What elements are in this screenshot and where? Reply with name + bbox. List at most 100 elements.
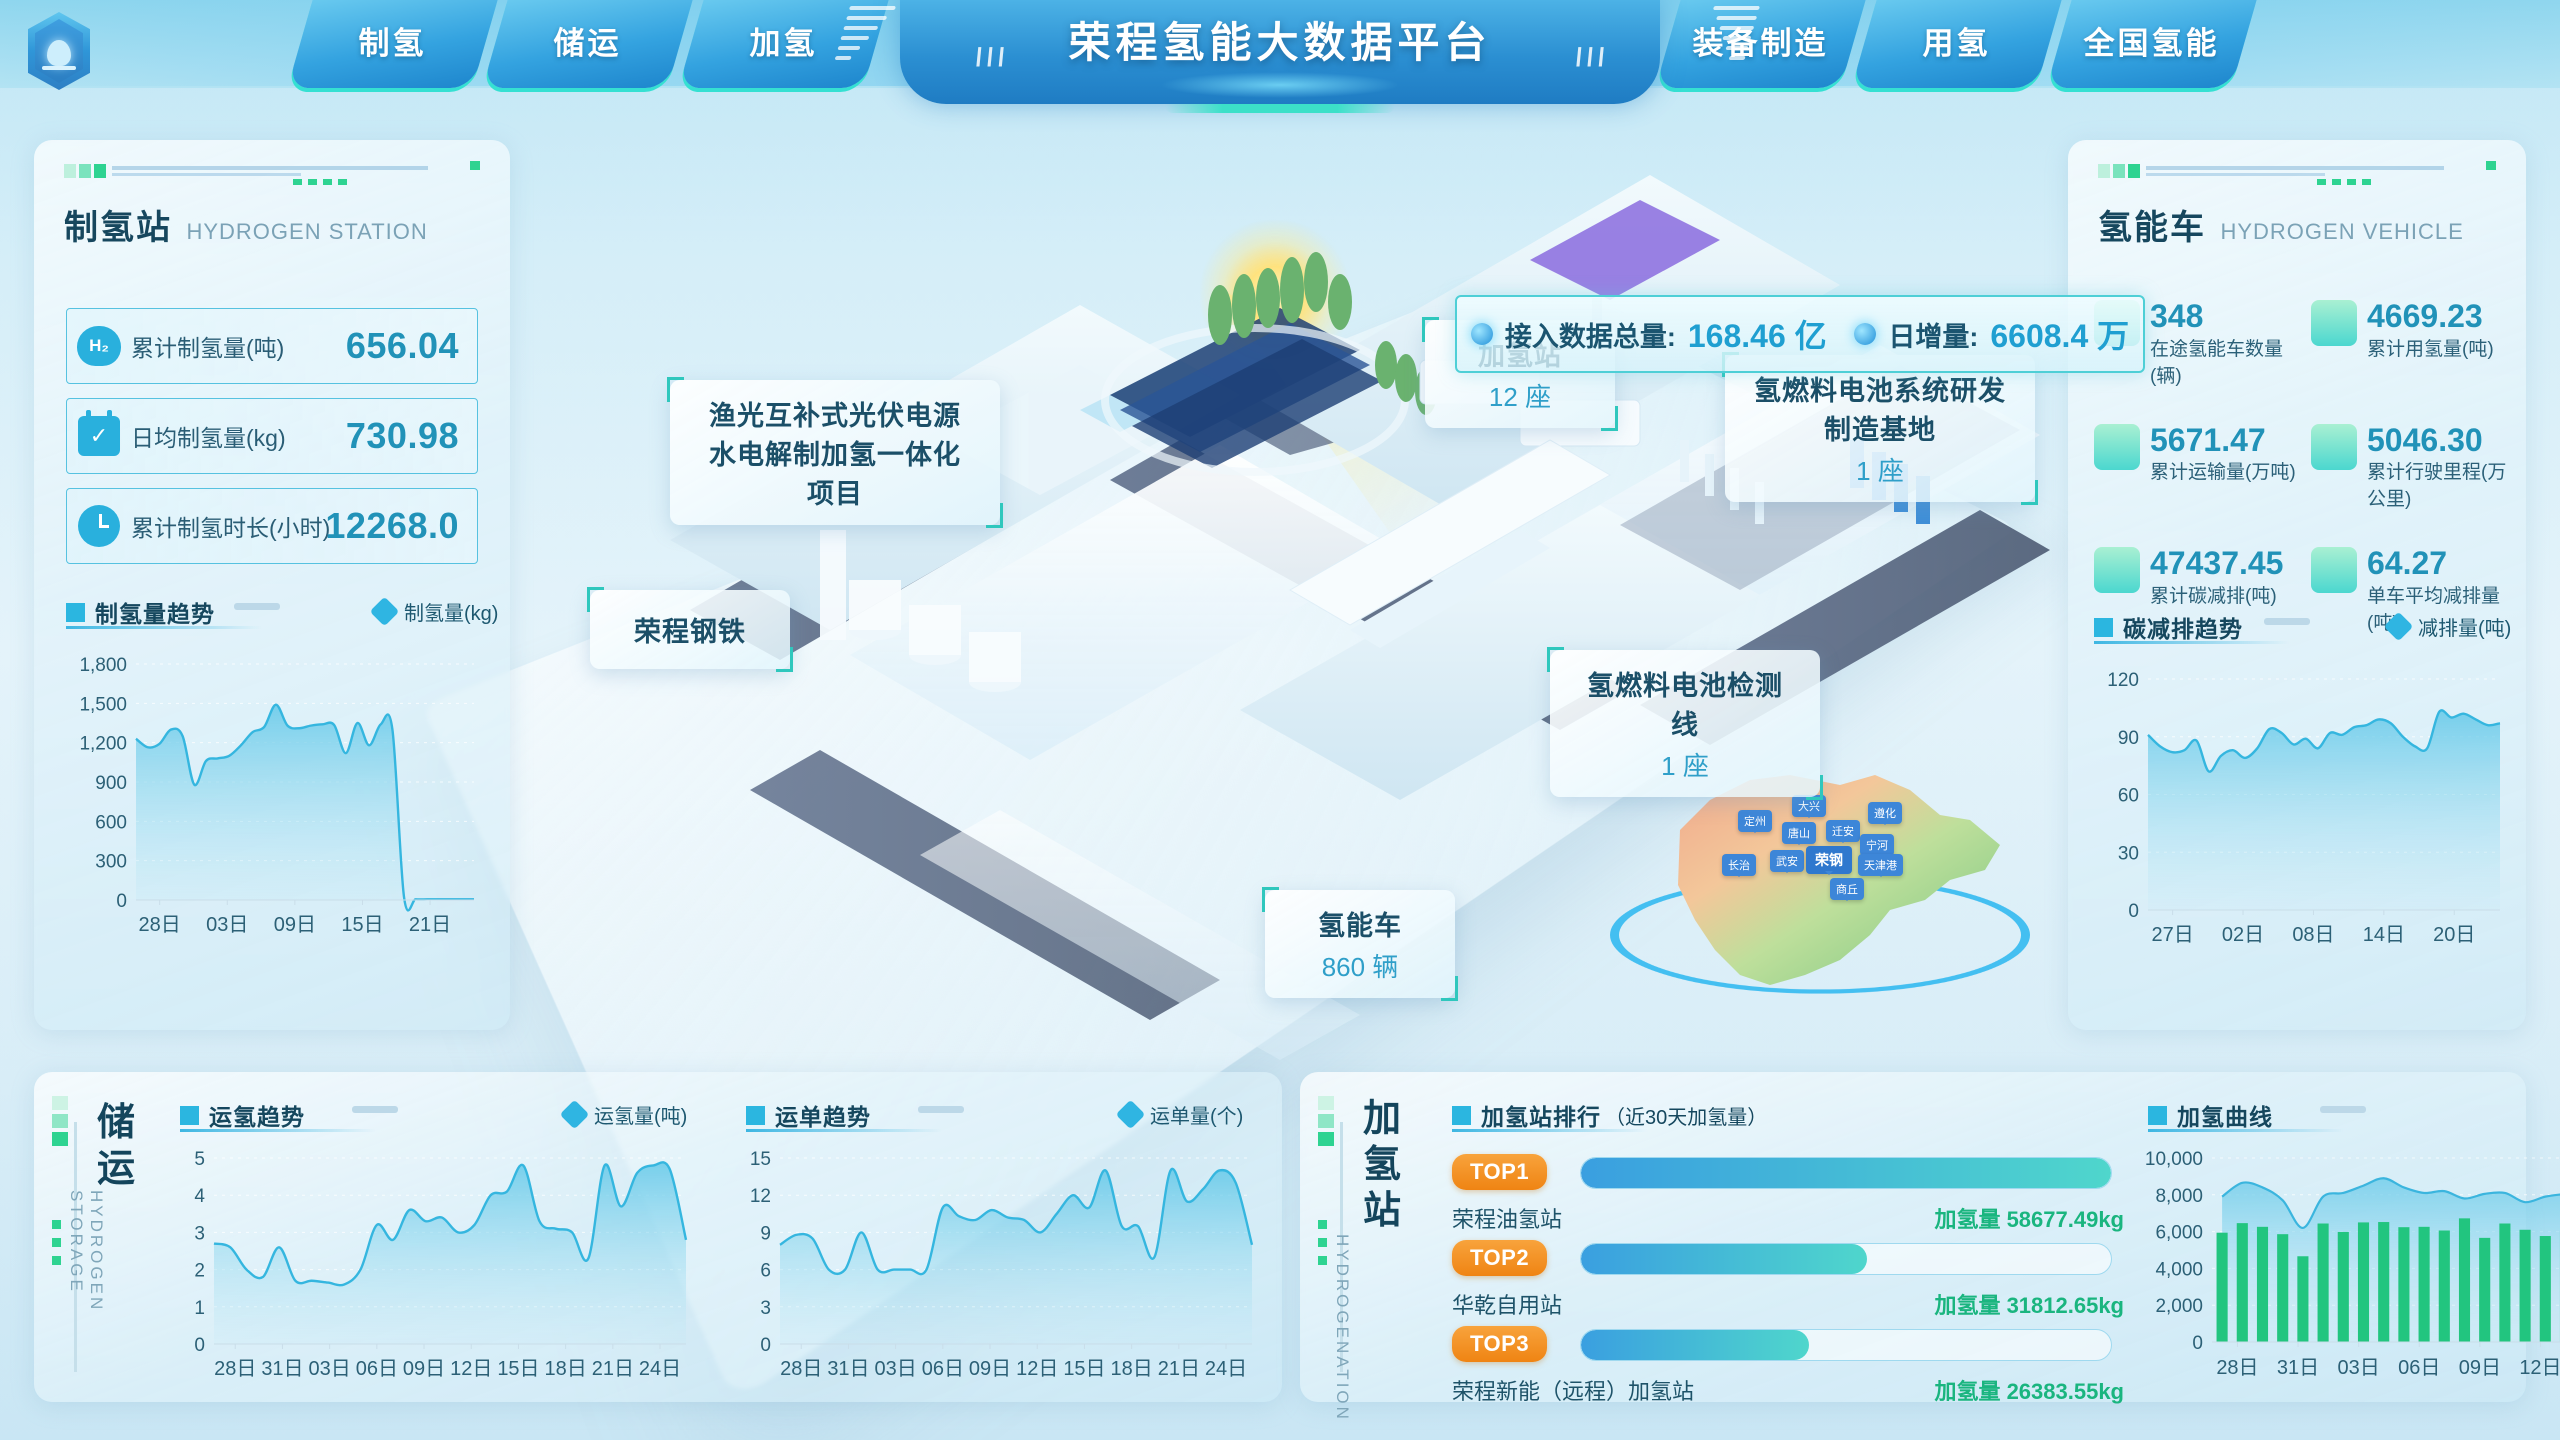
svg-text:300: 300 [95,852,127,873]
svg-text:12: 12 [750,1186,771,1207]
callout-line2: 水电解制加氢一体化项目 [709,440,961,509]
callout-hydrogen-vehicle[interactable]: 氢能车 860 辆 [1262,887,1458,1001]
legend-diamond-icon [559,1099,590,1130]
map-pin[interactable]: 大兴 [1792,795,1826,818]
map-pin[interactable]: 迁安 [1826,820,1860,843]
map-pin[interactable]: 定州 [1738,810,1772,833]
map-pin[interactable]: 宁河 [1860,834,1894,857]
legend-label: 制氢量(kg) [404,603,499,625]
svg-text:60: 60 [2118,786,2139,807]
city-scene-3d: 接入数据总量: 168.46 亿 日增量: 6608.4 万 渔光互补式光伏电源… [421,110,2145,1404]
rank-track [1580,1329,2112,1361]
tab-chuyun[interactable]: 储运 [482,0,694,88]
svg-text:3: 3 [194,1223,205,1244]
stat-label: 累计碳减排(吨) [2150,585,2277,607]
svg-text:1,200: 1,200 [79,734,127,755]
svg-text:28日: 28日 [139,914,181,936]
stat-label: 累计运输量(万吨) [2150,462,2296,484]
callout-rongcheng-steel[interactable]: 荣程钢铁 [587,587,793,672]
tab-yongqing[interactable]: 用氢 [1850,0,2062,88]
chart-title: 运氢趋势 [209,1104,305,1130]
tab-zhiqing[interactable]: 制氢 [287,0,498,88]
map-pin[interactable]: 长治 [1722,854,1756,877]
svg-text:14日: 14日 [2363,924,2405,946]
legend-diamond-icon [2383,611,2414,642]
svg-text:06日: 06日 [356,1358,398,1380]
svg-text:30: 30 [2118,843,2139,864]
chart-legend-transport: 运氢量(吨) [559,1099,687,1130]
chart-title: 碳减排趋势 [2123,616,2243,642]
map-pin[interactable]: 天津港 [1858,854,1903,877]
side-label-cn: 加氢站 [1362,1098,1401,1232]
clock-icon [67,505,131,547]
chart-header-hydrogenation-curve: 加氢曲线 [2148,1098,2273,1132]
svg-text:09日: 09日 [403,1358,445,1380]
app-header: 制氢 储运 加氢 \\\ 荣程氢能大数据平台 \\\ 装备制造 用氢 全国氢能 [0,0,2560,104]
map-pin[interactable]: 唐山 [1782,822,1816,845]
panel-hydrogen-vehicle: 氢能车 HYDROGEN VEHICLE 348 在途氢能车数量(辆) 4669… [2068,140,2526,1030]
callout-fuelcell-rd-base[interactable]: 氢燃料电池系统研发制造基地 1 座 [1722,352,2038,505]
callout-pv-project[interactable]: 渔光互补式光伏电源 水电解制加氢一体化项目 [667,377,1003,528]
svg-text:0: 0 [194,1335,205,1356]
svg-text:6: 6 [760,1261,771,1282]
chart-marker-icon [2148,1105,2167,1125]
tab-quanguoqingneng[interactable]: 全国氢能 [2046,0,2257,88]
rank-row-2[interactable]: TOP2 华乾自用站 加氢量 31812.65kg [1452,1240,2124,1318]
svg-text:06日: 06日 [2398,1357,2440,1379]
data-total-item: 接入数据总量: 168.46 亿 [1470,311,1827,357]
chart-legend-production: 制氢量(kg) [369,596,499,627]
svg-text:21日: 21日 [1158,1358,1200,1380]
svg-text:08日: 08日 [2292,924,2334,946]
svg-text:15: 15 [750,1149,771,1170]
chart-marker-icon [66,602,85,622]
chart-underline [1452,1129,1648,1132]
panel-title-cn: 制氢站 [64,209,172,247]
side-tick-marks [52,1096,78,1376]
svg-text:15日: 15日 [497,1358,539,1380]
svg-text:1: 1 [194,1298,205,1319]
callout-fuelcell-test-line[interactable]: 氢燃料电池检测线 1 座 [1547,647,1823,800]
stat-cumulative-use: 4669.23 累计用氢量(吨) [2311,298,2514,388]
chart-hydrogen-transport-trend: 0 1 2 3 4 5 28日 31日 03日 06日 09日 12日 15日 18日 21日 24日 [174,1144,694,1384]
svg-text:4,000: 4,000 [2155,1259,2203,1280]
stat-value: 5671.47 [2150,421,2266,458]
svg-text:2: 2 [194,1261,205,1282]
svg-text:900: 900 [95,773,127,794]
kpi-value: 730.98 [345,415,459,456]
svg-text:03日: 03日 [309,1358,351,1380]
rank-row-1[interactable]: TOP1 荣程油氢站 加氢量 58677.49kg [1452,1154,2124,1232]
map-pin[interactable]: 商丘 [1830,878,1864,901]
svg-text:31日: 31日 [2277,1357,2319,1379]
stat-label: 在途氢能车数量(辆) [2150,338,2284,387]
stat-value: 4669.23 [2367,298,2483,334]
stat-label: 累计用氢量(吨) [2367,338,2494,360]
svg-text:03日: 03日 [206,914,248,936]
tab-label: 用氢 [1922,26,1991,61]
map-pin[interactable]: 遵化 [1868,802,1902,825]
tab-label: 全国氢能 [2083,26,2220,61]
chart-underline [746,1129,942,1132]
chart-header-ranking: 加氢站排行 （近30天加氢量） [1452,1098,1767,1132]
panel-title: 氢能车 HYDROGEN VEHICLE [2098,200,2464,249]
map-pin[interactable]: 武安 [1770,850,1804,873]
data-total-label: 接入数据总量: [1504,321,1676,352]
stat-transport-volume: 5671.47 累计运输量(万吨) [2094,421,2297,512]
chart-marker-icon [2094,617,2113,637]
chart-underline [2148,1129,2344,1132]
map-pin-primary[interactable]: 荣钢 [1806,846,1852,875]
cargo-icon [2094,423,2140,470]
callout-line1: 荣程钢铁 [634,617,746,647]
kpi-cumulative-hydrogen: H₂ 累计制氢量(吨) 656.04 [66,308,478,384]
side-label-cn: 储运 [96,1102,135,1190]
rank-row-3[interactable]: TOP3 荣程新能（远程）加氢站 加氢量 26383.55kg [1452,1326,2124,1404]
stat-mileage: 5046.30 累计行驶里程(万公里) [2311,423,2514,512]
stat-value: 348 [2150,298,2204,334]
legend-diamond-icon [1115,1099,1146,1130]
svg-text:09日: 09日 [2459,1357,2501,1379]
stat-value: 64.27 [2367,545,2448,582]
callout-line2: 12 座 [1488,382,1552,412]
kpi-value: 12268.0 [325,505,459,546]
chart-tag-decoration [2264,618,2310,625]
panel-hydrogen-station: 制氢站 HYDROGEN STATION H₂ 累计制氢量(吨) 656.04 … [34,140,510,1030]
page-title: 荣程氢能大数据平台 [1068,19,1492,66]
